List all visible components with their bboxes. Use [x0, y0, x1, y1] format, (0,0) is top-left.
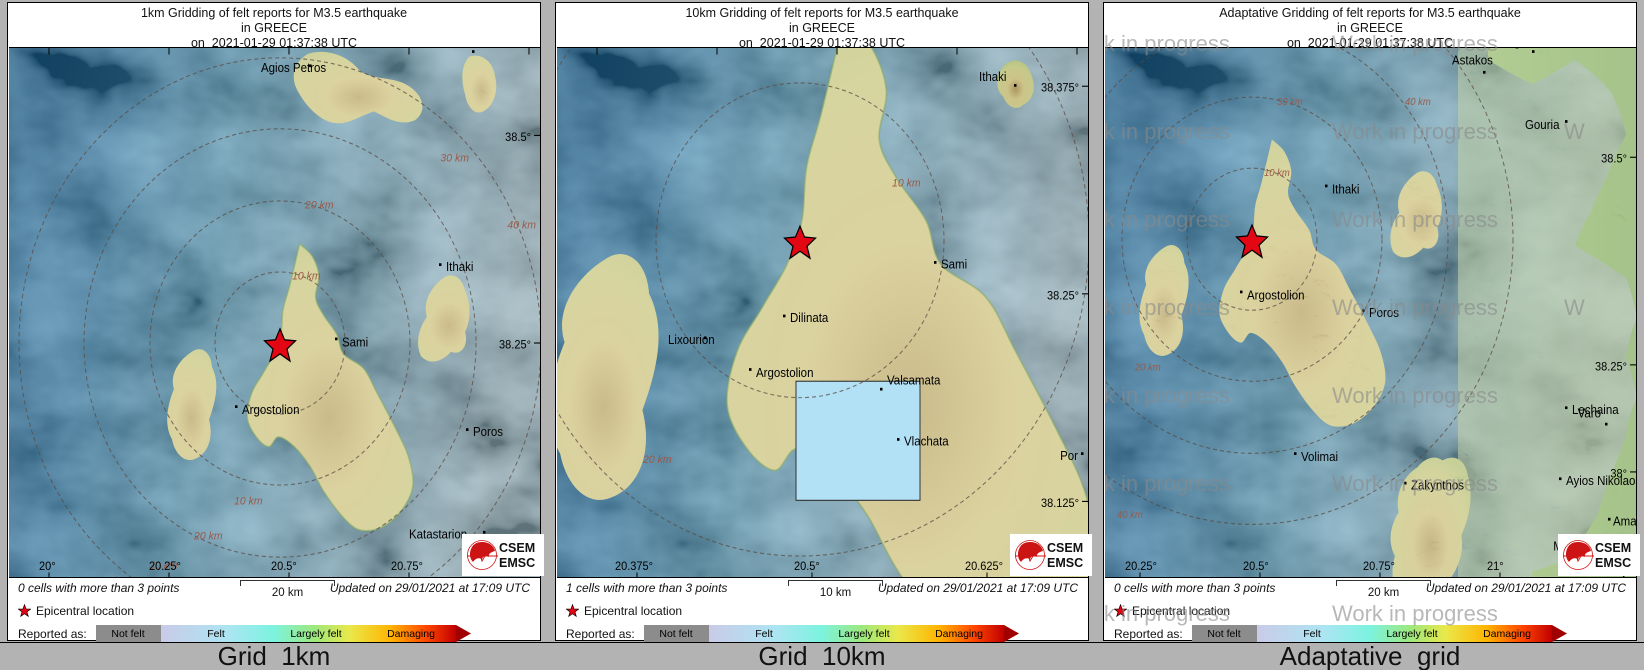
svg-text:Felt: Felt [207, 628, 225, 640]
svg-text:38.25°: 38.25° [499, 339, 531, 352]
svg-text:38.25°: 38.25° [1047, 290, 1079, 303]
svg-text:20.75°: 20.75° [391, 561, 423, 574]
svg-text:30 km: 30 km [440, 152, 469, 165]
svg-text:Damaging: Damaging [387, 628, 435, 640]
svg-text:20 km: 20 km [304, 199, 334, 212]
svg-text:Amali: Amali [1613, 514, 1636, 529]
svg-text:20°: 20° [39, 561, 56, 574]
svg-text:Kandira: Kandira [466, 48, 506, 50]
svg-text:Felt: Felt [1303, 628, 1321, 640]
svg-text:10 km: 10 km [234, 495, 263, 508]
svg-text:40 km: 40 km [1405, 96, 1431, 107]
svg-text:Argostolion: Argostolion [242, 403, 299, 418]
svg-text:Not felt: Not felt [1207, 628, 1240, 640]
svg-text:38°: 38° [1610, 468, 1627, 481]
svg-text:38.375°: 38.375° [1041, 82, 1079, 95]
svg-text:Argostolion: Argostolion [1247, 288, 1304, 303]
svg-text:Largely felt: Largely felt [838, 628, 889, 640]
svg-text:EMSC: EMSC [1595, 556, 1631, 570]
svg-text:20.625°: 20.625° [965, 561, 1003, 574]
svg-text:Angelokas: Angelokas [1500, 48, 1554, 49]
svg-text:20.5°: 20.5° [1243, 561, 1269, 574]
svg-text:Por: Por [1060, 448, 1078, 463]
svg-text:20.5°: 20.5° [271, 561, 297, 574]
svg-text:20.375°: 20.375° [615, 561, 653, 574]
svg-text:10 km: 10 km [1264, 167, 1290, 178]
svg-text:EMSC: EMSC [1047, 556, 1083, 570]
svg-text:Damaging: Damaging [935, 628, 983, 640]
svg-text:Dilinata: Dilinata [790, 311, 829, 326]
svg-text:Volimai: Volimai [1301, 450, 1338, 465]
svg-text:20.5°: 20.5° [794, 561, 820, 574]
svg-text:20.75°: 20.75° [1363, 561, 1395, 574]
svg-text:Varo: Varo [1578, 406, 1602, 421]
svg-text:Zakynthos: Zakynthos [1411, 478, 1464, 493]
svg-text:20 km: 20 km [193, 530, 223, 543]
svg-text:Largely felt: Largely felt [1386, 628, 1437, 640]
svg-text:Poros: Poros [473, 424, 503, 439]
svg-text:Ithaki: Ithaki [1332, 182, 1359, 197]
svg-text:Gouria: Gouria [1525, 117, 1560, 132]
svg-text:10 km: 10 km [892, 177, 921, 190]
svg-text:Katastarion: Katastarion [409, 527, 467, 542]
svg-text:Argostolion: Argostolion [756, 365, 813, 380]
svg-text:20 km: 20 km [1134, 362, 1161, 373]
svg-text:38.5°: 38.5° [1601, 153, 1627, 166]
svg-text:Valsamata: Valsamata [887, 373, 941, 388]
svg-text:20.25°: 20.25° [1125, 561, 1157, 574]
svg-text:Not felt: Not felt [111, 628, 144, 640]
svg-text:21°: 21° [1487, 561, 1504, 574]
svg-text:Poros: Poros [1369, 305, 1399, 320]
svg-text:CSEM: CSEM [1047, 541, 1083, 555]
svg-text:Ithaki: Ithaki [446, 259, 473, 274]
svg-text:CSEM: CSEM [499, 541, 535, 555]
svg-text:Sami: Sami [941, 257, 967, 272]
svg-text:38.125°: 38.125° [1041, 497, 1079, 510]
svg-text:10 km: 10 km [292, 270, 321, 283]
svg-text:38.25°: 38.25° [1595, 361, 1627, 374]
svg-text:CSEM: CSEM [1595, 541, 1631, 555]
svg-text:40 km: 40 km [1117, 509, 1143, 520]
svg-text:Vlachata: Vlachata [904, 434, 949, 449]
svg-text:40 km: 40 km [507, 219, 536, 232]
svg-text:Damaging: Damaging [1483, 628, 1531, 640]
svg-text:Not felt: Not felt [659, 628, 692, 640]
svg-text:Agios Petros: Agios Petros [261, 61, 326, 76]
svg-text:20 km: 20 km [642, 454, 672, 467]
svg-text:Felt: Felt [755, 628, 773, 640]
svg-text:EMSC: EMSC [499, 556, 535, 570]
svg-text:Sami: Sami [342, 335, 368, 350]
svg-text:30 km: 30 km [1277, 96, 1303, 107]
svg-text:Ithaki: Ithaki [979, 69, 1006, 84]
svg-text:Largely felt: Largely felt [290, 628, 341, 640]
svg-text:Astakos: Astakos [1452, 53, 1493, 68]
svg-text:38.5°: 38.5° [505, 131, 531, 144]
svg-text:Lixourion: Lixourion [668, 333, 715, 348]
svg-text:20.25°: 20.25° [149, 561, 181, 574]
